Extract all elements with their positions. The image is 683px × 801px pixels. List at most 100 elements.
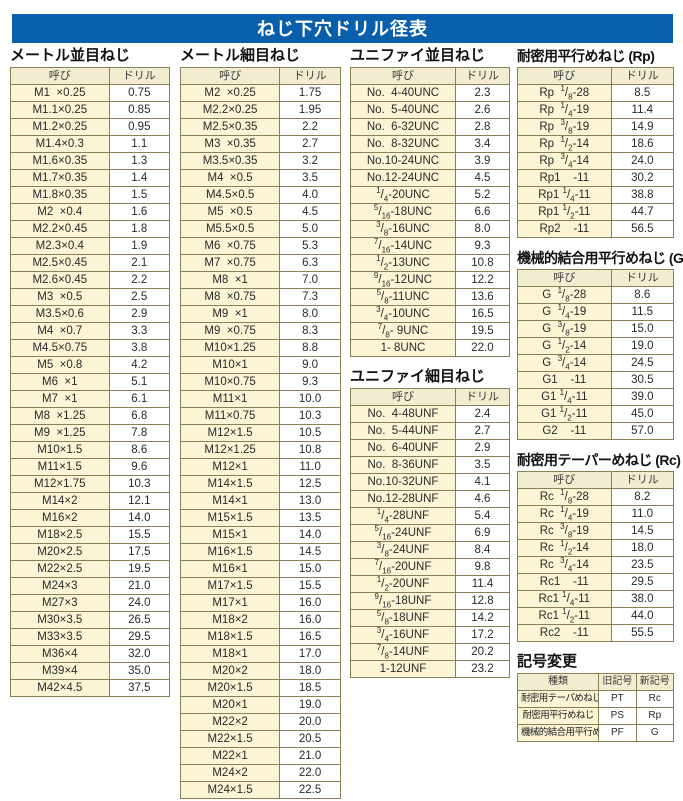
cell-drill-diameter: 16.0	[279, 611, 341, 629]
cell-drill-diameter: 30.2	[610, 169, 675, 187]
column-header-1: 呼び	[179, 67, 281, 85]
table-row: Rp 1/2-14 18.6	[517, 135, 675, 153]
cell-designation: M8 ×1	[179, 271, 281, 289]
cell-drill-diameter: 1.5	[108, 186, 171, 204]
cell-drill-diameter: 32.0	[108, 645, 171, 663]
table-row: Rp 1/4-19 11.4	[517, 101, 675, 119]
cell-drill-diameter: 6.6	[454, 203, 511, 221]
cell-drill-diameter: 6.3	[279, 254, 341, 272]
cell-drill-diameter: 15.0	[279, 560, 341, 578]
cell-designation: Rc 1/4-19	[517, 505, 612, 523]
table-row: M11×1.5 9.6	[10, 458, 171, 476]
cell-designation: 3/4-10UNC	[350, 305, 456, 323]
cell-designation: M42×4.5	[10, 679, 110, 697]
cell-drill-diameter: 20.0	[279, 713, 341, 731]
cell-designation: 3/8-24UNF	[350, 541, 456, 559]
cell-designation: 5/16-18UNC	[350, 203, 456, 221]
cell-designation: M3 ×0.5	[10, 288, 110, 306]
cell-designation: M36×4	[10, 645, 110, 663]
table-row: M3.5×0.35 3.2	[179, 152, 341, 170]
cell-designation: M12×1.25	[179, 441, 281, 459]
table-header-row: 呼び ドリル	[517, 67, 675, 85]
table-row: No. 4-48UNF 2.4	[350, 405, 511, 423]
cell-designation: M5.5×0.5	[179, 220, 281, 238]
table-row: M18×1.5 16.5	[179, 628, 341, 646]
table-row: M16×1 15.0	[179, 560, 341, 578]
cell-drill-diameter: 23.5	[610, 556, 675, 574]
table-row: M12×1.5 10.5	[179, 424, 341, 442]
column-header-1: 呼び	[517, 269, 612, 287]
cell-drill-diameter: 8.6	[108, 441, 171, 459]
table-row: 3/4-16UNF 17.2	[350, 626, 511, 644]
cell-drill-diameter: 14.0	[108, 509, 171, 527]
cell-designation: M17×1.5	[179, 577, 281, 595]
table-g-parallel: 呼び ドリル G 1/8-28 8.6 G 1/4-19 11.5 G 3/8-19 15.0…	[517, 269, 675, 440]
cell-drill-diameter: 1.8	[108, 220, 171, 238]
cell-drill-diameter: 5.0	[279, 220, 341, 238]
table-row: Rp 1/8-28 8.5	[517, 84, 675, 102]
cell-designation: M18×2.5	[10, 526, 110, 544]
cell-designation: M6 ×0.75	[179, 237, 281, 255]
table-row: M10×1.25 8.8	[179, 339, 341, 357]
cell-kind: 耐密用平行めねじ	[516, 707, 600, 725]
cell-designation: G 3/4-14	[517, 354, 612, 372]
cell-drill-diameter: 13.0	[279, 492, 341, 510]
cell-drill-diameter: 30.5	[610, 371, 675, 389]
cell-drill-diameter: 38.0	[610, 590, 675, 608]
column-header-2: ドリル	[610, 471, 675, 489]
cell-designation: 7/16-14UNC	[350, 237, 456, 255]
cell-designation: Rc1 1/4-11	[517, 590, 612, 608]
cell-designation: M2.3×0.4	[10, 237, 110, 255]
table-row: M1.8×0.35 1.5	[10, 186, 171, 204]
cell-drill-diameter: 23.2	[454, 660, 511, 678]
cell-designation: Rc 3/8-19	[517, 522, 612, 540]
cell-designation: M9 ×0.75	[179, 322, 281, 340]
cell-new-symbol: Rp	[635, 707, 675, 725]
cell-designation: Rc1 1/2-11	[517, 607, 612, 625]
cell-drill-diameter: 1.6	[108, 203, 171, 221]
table-header-row: 呼び ドリル	[517, 471, 675, 489]
cell-designation: Rp 1/2-14	[517, 135, 612, 153]
cell-designation: M4 ×0.7	[10, 322, 110, 340]
cell-designation: M20×2	[179, 662, 281, 680]
section-title-unified-fine: ユニファイ細目ねじ	[350, 368, 486, 385]
table-row: M5 ×0.5 4.5	[179, 203, 341, 221]
cell-designation: M20×2.5	[10, 543, 110, 561]
cell-designation: M11×0.75	[179, 407, 281, 425]
cell-drill-diameter: 6.9	[454, 524, 511, 542]
table-row: M30×3.5 26.5	[10, 611, 171, 629]
cell-drill-diameter: 14.5	[279, 543, 341, 561]
section-metric-coarse: メートル並目ねじ 呼び ドリル M1 ×0.25 0.75 M1.1×0.25 0.85 M…	[10, 47, 171, 697]
cell-drill-diameter: 3.8	[108, 339, 171, 357]
cell-designation: M2.5×0.45	[10, 254, 110, 272]
cell-drill-diameter: 8.2	[610, 488, 675, 506]
cell-designation: M9 ×1	[179, 305, 281, 323]
cell-designation: Rp2 -11	[517, 220, 612, 238]
table-row: M22×1.5 20.5	[179, 730, 341, 748]
cell-drill-diameter: 8.4	[454, 541, 511, 559]
cell-drill-diameter: 16.5	[454, 305, 511, 323]
table-row: M9 ×0.75 8.3	[179, 322, 341, 340]
cell-drill-diameter: 10.5	[279, 424, 341, 442]
cell-designation: M15×1.5	[179, 509, 281, 527]
cell-designation: M10×1.25	[179, 339, 281, 357]
cell-designation: M10×0.75	[179, 373, 281, 391]
section-title-rc-taper: 耐密用テーパーめねじ (Rc)	[517, 452, 681, 468]
cell-drill-diameter: 11.0	[610, 505, 675, 523]
cell-designation: G 3/8-19	[517, 320, 612, 338]
table-row: G 1/8-28 8.6	[517, 286, 675, 304]
cell-designation: M2.5×0.35	[179, 118, 281, 136]
cell-designation: No. 5-44UNF	[350, 422, 456, 440]
column-header-2: ドリル	[454, 67, 511, 85]
cell-drill-diameter: 22.0	[454, 339, 511, 357]
column-header-1: 呼び	[350, 388, 456, 406]
cell-drill-diameter: 38.8	[610, 186, 675, 204]
table-row: M4.5×0.5 4.0	[179, 186, 341, 204]
data-table-symbol-change: 種類 旧記号 新記号 耐密用テーパめねじ PT Rc 耐密用平行めねじ PS Rp 機械的結合用平…	[516, 673, 675, 742]
cell-drill-diameter: 7.3	[279, 288, 341, 306]
table-row: 1- 8UNC 22.0	[350, 339, 511, 357]
cell-designation: M14×1.5	[179, 475, 281, 493]
cell-designation: M6 ×1	[10, 373, 110, 391]
cell-designation: No.10-32UNF	[350, 473, 456, 491]
cell-drill-diameter: 15.0	[610, 320, 675, 338]
